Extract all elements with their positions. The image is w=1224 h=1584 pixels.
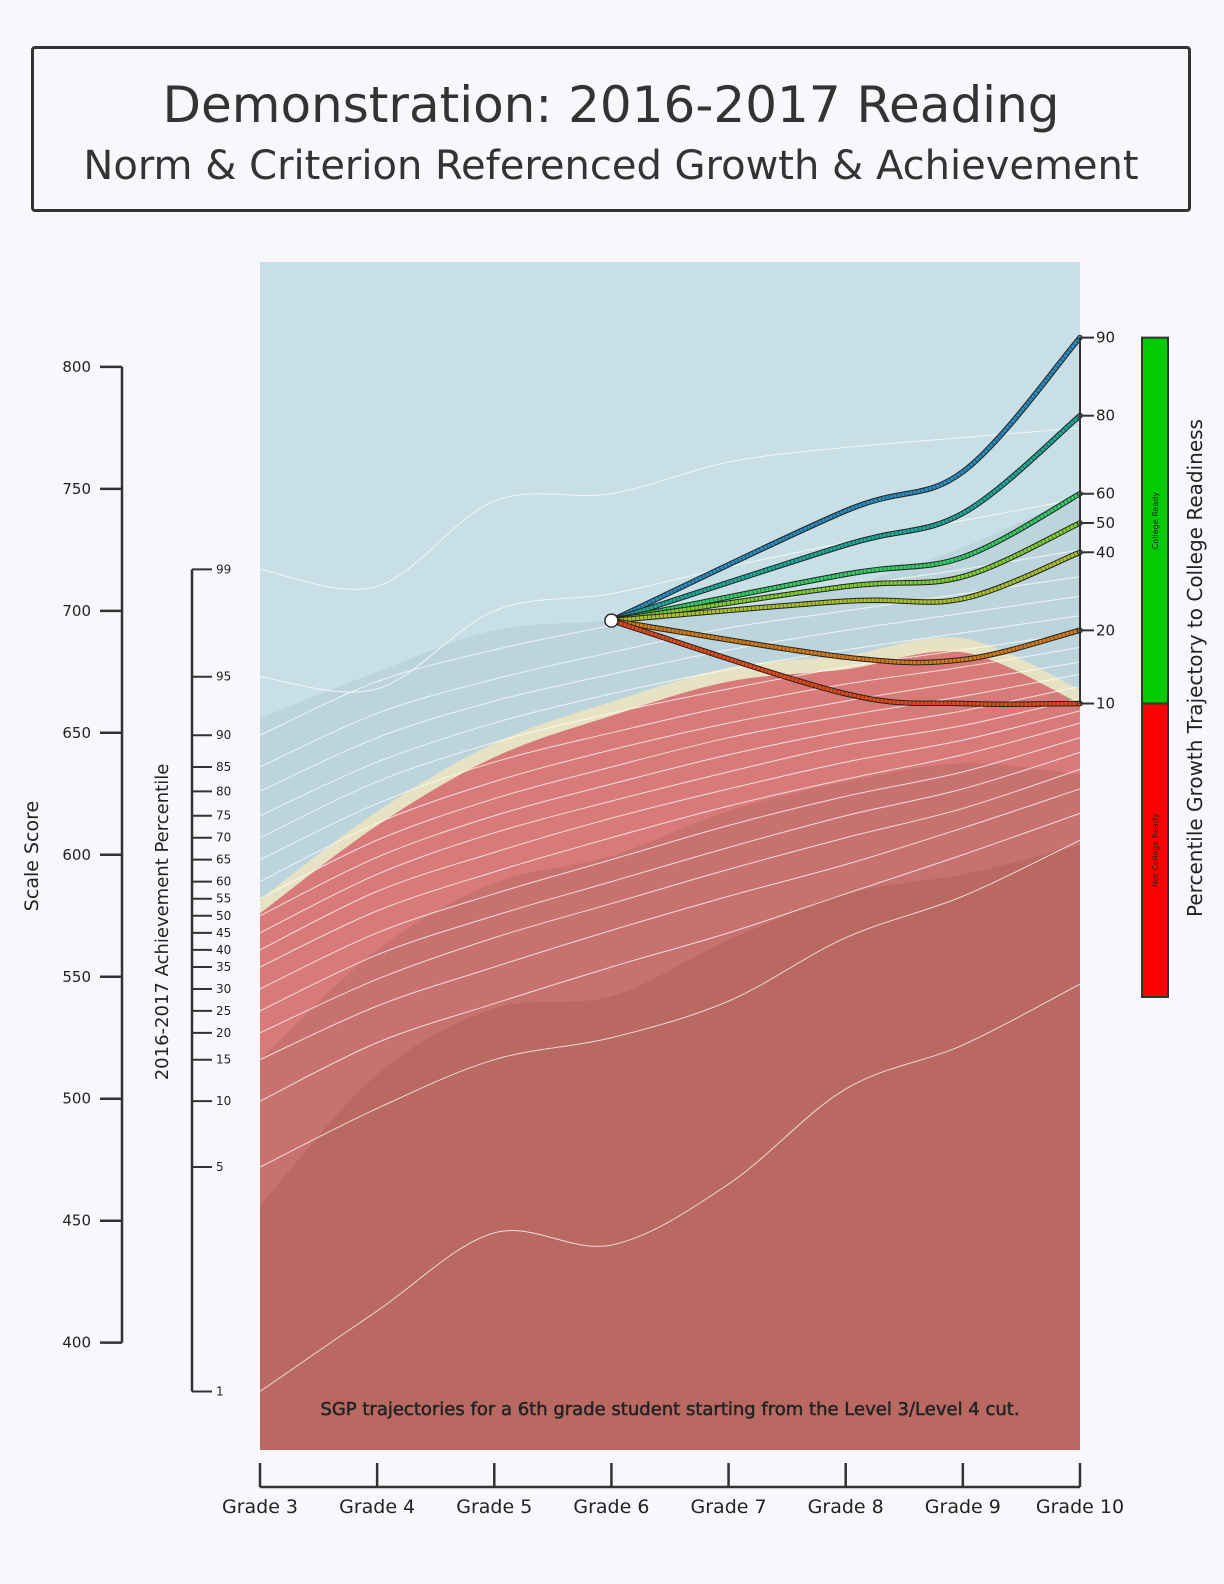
percentile-line bbox=[260, 710, 1080, 951]
chart-subtitle: Norm & Criterion Referenced Growth & Ach… bbox=[83, 143, 1139, 189]
growth-trajectories bbox=[604, 334, 1083, 708]
scale-tick-label: 700 bbox=[62, 602, 91, 620]
achievement-tick-label: 40 bbox=[216, 943, 231, 957]
achievement-tick-label: 50 bbox=[216, 909, 231, 923]
chart-title: Demonstration: 2016-2017 Reading bbox=[162, 76, 1060, 134]
percentile-line bbox=[260, 673, 1080, 900]
scale-tick-label: 550 bbox=[62, 968, 91, 986]
achievement-tick-label: 95 bbox=[216, 670, 231, 684]
trajectory-ticks bbox=[611, 550, 1081, 623]
not-college-ready-label: Not College Ready bbox=[1151, 813, 1160, 887]
achievement-tick-label: 20 bbox=[216, 1026, 231, 1040]
percentile-line bbox=[260, 812, 1080, 1102]
growth-tick-label: 40 bbox=[1096, 543, 1115, 561]
growth-tick-label: 10 bbox=[1096, 695, 1115, 713]
grade-tick-label: Grade 5 bbox=[456, 1496, 532, 1518]
growth-tick-label: 20 bbox=[1096, 621, 1115, 639]
percentile-line bbox=[260, 646, 1080, 861]
not-college-ready-bar bbox=[1141, 702, 1169, 999]
percentile-line bbox=[260, 427, 1080, 590]
region-below-level3 bbox=[260, 845, 1080, 1450]
achievement-tick-label: 60 bbox=[216, 875, 231, 889]
achievement-tick-label: 80 bbox=[216, 784, 231, 798]
scale-tick-label: 800 bbox=[62, 358, 91, 376]
percentile-line bbox=[260, 595, 1080, 792]
percentile-line bbox=[260, 685, 1080, 917]
achievement-tick-label: 5 bbox=[216, 1160, 224, 1174]
axes: 4004505005506006507007508001510152025303… bbox=[62, 329, 1169, 1518]
percentile-line bbox=[260, 983, 1080, 1392]
achievement-tick-label: 70 bbox=[216, 831, 231, 845]
percentile-line bbox=[260, 576, 1080, 768]
start-point bbox=[604, 613, 619, 628]
percentile-lines bbox=[260, 427, 1080, 1392]
scale-tick-label: 600 bbox=[62, 846, 91, 864]
achievement-tick-label: 85 bbox=[216, 760, 231, 774]
achievement-tick-label: 75 bbox=[216, 809, 231, 823]
achievement-tick-label: 35 bbox=[216, 960, 231, 974]
trajectory-50 bbox=[611, 521, 1081, 623]
percentile-line bbox=[260, 615, 1080, 817]
scale-score-axis-label: Scale Score bbox=[21, 801, 43, 911]
percentile-line bbox=[260, 698, 1080, 934]
percentile-line bbox=[260, 788, 1080, 1061]
trajectory-annotation: SGP trajectories for a 6th grade student… bbox=[320, 1399, 1019, 1420]
percentile-line bbox=[260, 768, 1080, 1034]
achievement-axis-label: 2016-2017 Achievement Percentile bbox=[152, 764, 173, 1081]
percentile-line bbox=[260, 661, 1080, 883]
achievement-tick-label: 1 bbox=[216, 1384, 224, 1398]
growth-tick-label: 50 bbox=[1096, 514, 1115, 532]
percentile-line bbox=[260, 737, 1080, 990]
grade-tick-label: Grade 3 bbox=[222, 1496, 298, 1518]
achievement-tick-label: 45 bbox=[216, 926, 231, 940]
scale-tick-label: 750 bbox=[62, 480, 91, 498]
grade-tick-label: Grade 4 bbox=[339, 1496, 415, 1518]
grade-tick-label: Grade 10 bbox=[1036, 1496, 1124, 1518]
grade-tick-label: Grade 7 bbox=[691, 1496, 767, 1518]
achievement-tick-label: 10 bbox=[216, 1094, 231, 1108]
scale-tick-label: 400 bbox=[62, 1334, 91, 1352]
growth-tick-label: 60 bbox=[1096, 485, 1115, 503]
achievement-tick-label: 30 bbox=[216, 982, 231, 996]
grade-tick-label: Grade 8 bbox=[808, 1496, 884, 1518]
scale-tick-label: 500 bbox=[62, 1090, 91, 1108]
title-box: Demonstration: 2016-2017 Reading Norm & … bbox=[31, 46, 1191, 212]
percentile-line bbox=[260, 722, 1080, 968]
achievement-tick-label: 25 bbox=[216, 1004, 231, 1018]
growth-axis-label: Percentile Growth Trajectory to College … bbox=[1183, 419, 1207, 917]
scale-tick-label: 450 bbox=[62, 1212, 91, 1230]
trajectory-ticks bbox=[611, 618, 1081, 665]
achievement-tick-label: 55 bbox=[216, 892, 231, 906]
trajectory-10 bbox=[610, 618, 1080, 707]
percentile-line bbox=[260, 632, 1080, 839]
scale-tick-label: 650 bbox=[62, 724, 91, 742]
achievement-tick-label: 90 bbox=[216, 728, 231, 742]
grade-tick-label: Grade 9 bbox=[925, 1496, 1001, 1518]
growth-tick-label: 80 bbox=[1096, 407, 1115, 425]
percentile-line bbox=[260, 751, 1080, 1012]
growth-tick-label: 90 bbox=[1096, 329, 1115, 347]
achievement-tick-label: 99 bbox=[216, 562, 231, 576]
percentile-line bbox=[260, 839, 1080, 1168]
trajectory-60 bbox=[611, 492, 1081, 623]
college-ready-label: College Ready bbox=[1151, 492, 1160, 549]
grade-tick-label: Grade 6 bbox=[573, 1496, 649, 1518]
trajectory-ticks bbox=[610, 414, 1082, 623]
plot-panel bbox=[260, 262, 1080, 1450]
trajectory-ticks bbox=[610, 336, 1082, 623]
achievement-tick-label: 65 bbox=[216, 853, 231, 867]
achievement-tick-label: 15 bbox=[216, 1053, 231, 1067]
